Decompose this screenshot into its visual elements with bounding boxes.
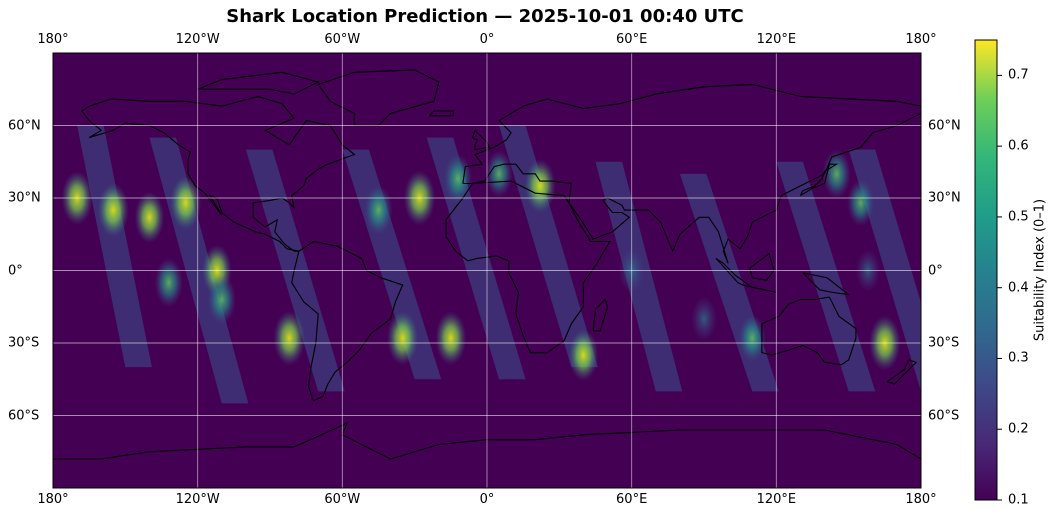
colorbar-tick-label: 0.7 xyxy=(1008,67,1029,83)
lon-tick-label-bottom: 180° xyxy=(905,492,937,507)
colorbar-tick-label: 0.2 xyxy=(1008,421,1029,437)
coastline xyxy=(886,359,918,385)
lon-tick-label-bottom: 120°E xyxy=(756,492,797,507)
coastline xyxy=(53,421,921,460)
satellite-swath xyxy=(77,125,152,368)
coastline-layer xyxy=(53,69,921,460)
lon-tick-label-bottom: 60°E xyxy=(616,492,648,507)
suitability-hotspot xyxy=(847,179,875,227)
lat-tick-label-right: 0° xyxy=(928,263,943,278)
suitability-hotspot xyxy=(568,329,599,381)
lat-tick-label-left: 60°N xyxy=(8,118,41,133)
lat-tick-label-left: 60°S xyxy=(8,408,40,423)
map-frame xyxy=(52,52,922,489)
lat-tick-label-left: 0° xyxy=(8,263,23,278)
suitability-hotspot xyxy=(387,311,419,365)
colorbar-label: Suitability Index (0–1) xyxy=(1032,198,1048,342)
colorbar-tick-label: 0.5 xyxy=(1008,209,1029,225)
coastline xyxy=(428,110,454,117)
colorbar-gradient xyxy=(974,39,998,501)
gridlines xyxy=(53,53,921,488)
lon-tick-label-top: 120°E xyxy=(756,32,797,47)
suitability-hotspot xyxy=(738,314,766,362)
lon-tick-label-top: 0° xyxy=(479,32,495,47)
page-title: Shark Location Prediction — 2025-10-01 0… xyxy=(226,6,744,27)
coastline xyxy=(749,252,775,281)
coastline xyxy=(81,95,356,252)
lon-tick-label-top: 60°W xyxy=(324,32,361,47)
lat-tick-label-right: 60°N xyxy=(928,118,961,133)
lat-tick-label-right: 60°S xyxy=(928,408,960,423)
coastline xyxy=(197,71,320,95)
coastline xyxy=(802,272,851,296)
suitability-hotspot xyxy=(170,176,202,230)
coastline xyxy=(462,83,921,264)
lon-tick-label-bottom: 180° xyxy=(37,492,69,507)
colorbar-tick-label: 0.6 xyxy=(1008,138,1029,154)
lat-tick-label-left: 30°N xyxy=(8,190,41,206)
suitability-hotspot xyxy=(691,296,717,341)
lon-tick-label-top: 180° xyxy=(905,32,937,47)
satellite-swath xyxy=(499,125,598,368)
colorbar-tick-label: 0.4 xyxy=(1008,280,1029,296)
lon-tick-label-bottom: 0° xyxy=(479,492,495,507)
suitability-hotspot xyxy=(273,310,306,366)
lon-tick-label-top: 120°W xyxy=(175,32,220,47)
suitability-hotspot xyxy=(524,159,556,213)
suitability-hotspot xyxy=(485,150,513,198)
coastline xyxy=(799,163,839,197)
suitability-hotspot xyxy=(435,311,467,365)
lon-tick-label-bottom: 60°W xyxy=(324,492,361,507)
colorbar-tick-label: 0.3 xyxy=(1008,350,1029,366)
coastline xyxy=(592,298,609,332)
suitability-hotspot xyxy=(134,191,165,243)
lat-tick-label-left: 30°S xyxy=(8,335,40,351)
coastline xyxy=(471,129,491,151)
lat-tick-label-right: 30°S xyxy=(928,335,960,351)
satellite-swath xyxy=(776,161,876,392)
colorbar-tick-label: 0.1 xyxy=(1008,492,1029,508)
coastline xyxy=(761,296,857,366)
suitability-hotspot xyxy=(97,183,129,237)
lon-tick-label-top: 180° xyxy=(37,32,69,47)
lon-tick-label-bottom: 120°W xyxy=(175,492,220,507)
coastline xyxy=(317,69,440,127)
suitability-hotspot xyxy=(207,275,236,324)
lon-tick-label-top: 60°E xyxy=(616,32,648,47)
lat-tick-label-right: 30°N xyxy=(928,190,961,206)
coastline xyxy=(291,240,404,402)
